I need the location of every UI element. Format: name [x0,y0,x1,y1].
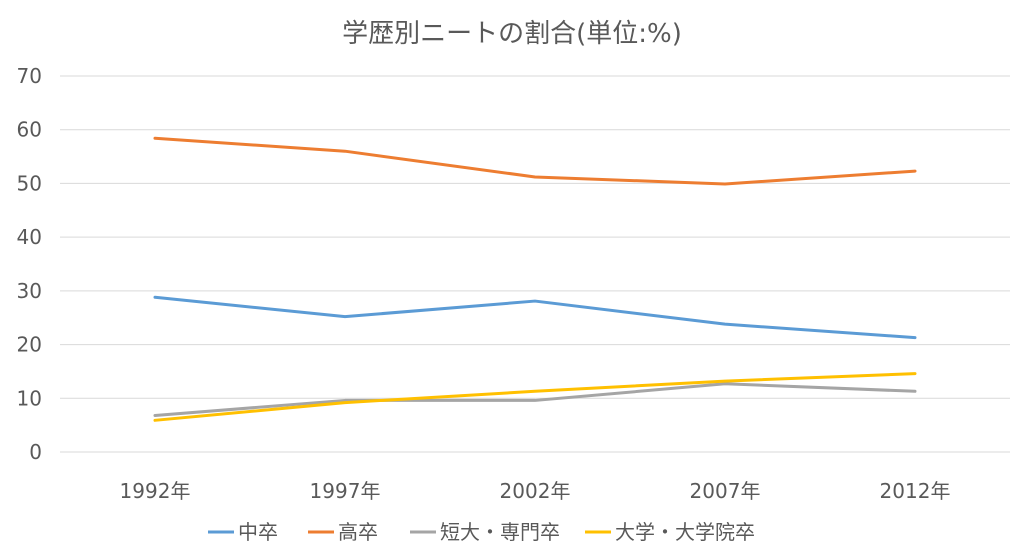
series-line-3 [153,372,917,422]
series-line-0 [153,295,917,340]
series-line-1 [153,136,917,186]
x-tick-label: 2012年 [880,479,951,503]
x-tick-label: 1997年 [310,479,381,503]
legend-label: 高卒 [338,520,378,544]
y-tick-label: 30 [17,279,42,303]
y-tick-label: 50 [17,171,42,195]
legend-label: 中卒 [238,520,278,544]
y-tick-label: 70 [17,64,42,88]
x-tick-label: 1992年 [120,479,191,503]
legend: 中卒 高卒 短大・専門卒 大学・大学院卒 [208,520,755,544]
x-tick-label: 2002年 [500,479,571,503]
legend-item: 中卒 [208,520,278,544]
y-axis-ticks: 0 10 20 30 40 50 60 70 [17,64,42,464]
legend-item: 大学・大学院卒 [585,520,755,544]
legend-item: 短大・専門卒 [410,520,560,544]
x-tick-label: 2007年 [690,479,761,503]
gridlines [60,75,1010,453]
y-tick-label: 0 [29,440,42,464]
series-line-2 [153,382,917,417]
legend-label: 短大・専門卒 [440,520,560,544]
legend-label: 大学・大学院卒 [615,520,755,544]
y-tick-label: 40 [17,225,42,249]
y-tick-label: 10 [17,386,42,410]
y-tick-label: 20 [17,333,42,357]
chart-title: 学歴別ニートの割合(単位:%) [342,19,682,49]
legend-item: 高卒 [308,520,378,544]
x-axis-ticks: 1992年 1997年 2002年 2007年 2012年 [120,479,951,503]
series-lines [153,136,917,422]
y-tick-label: 60 [17,118,42,142]
